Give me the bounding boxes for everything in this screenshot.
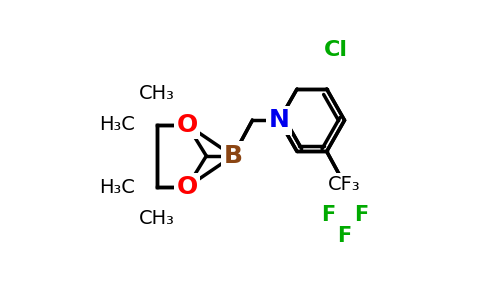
Text: O: O (176, 175, 197, 199)
Text: Cl: Cl (324, 40, 348, 60)
Text: N: N (269, 108, 289, 132)
Text: F: F (321, 206, 335, 225)
Text: CF₃: CF₃ (328, 175, 361, 194)
Text: F: F (337, 226, 352, 246)
Text: O: O (176, 113, 197, 137)
Text: H₃C: H₃C (99, 115, 135, 134)
Text: CH₃: CH₃ (139, 84, 175, 103)
Text: B: B (224, 144, 242, 168)
Text: F: F (354, 206, 368, 225)
Text: CH₃: CH₃ (139, 209, 175, 228)
Text: H₃C: H₃C (99, 178, 135, 197)
